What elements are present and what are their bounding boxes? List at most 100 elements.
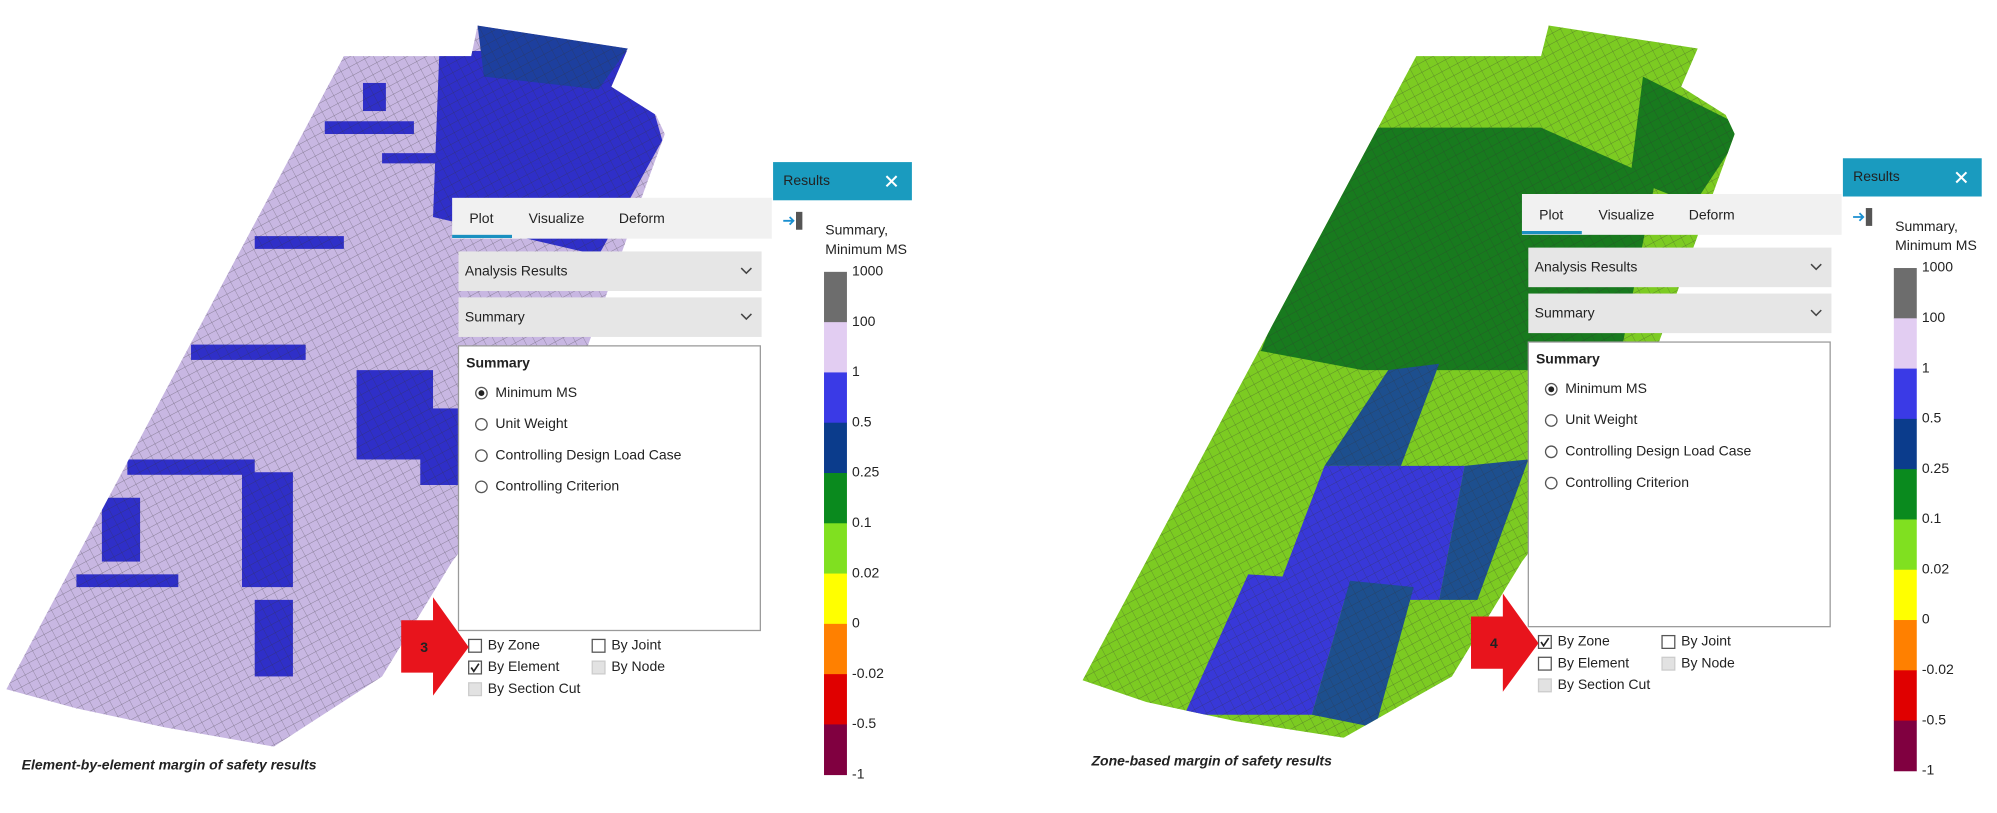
checkbox xyxy=(1661,656,1676,671)
legend-label: 0.02 xyxy=(1922,560,1949,576)
tab[interactable]: Deform xyxy=(619,210,665,226)
legend-swatch xyxy=(824,573,847,625)
step-number: 3 xyxy=(420,639,428,655)
checkbox[interactable] xyxy=(468,660,483,675)
legend-swatch xyxy=(824,472,847,524)
legend-swatch xyxy=(1893,720,1917,772)
radio-dot xyxy=(1548,386,1555,393)
checkbox-label: By Joint xyxy=(1681,633,1731,649)
step-arrow xyxy=(1471,593,1539,692)
dropdown[interactable] xyxy=(458,297,762,337)
checkbox-label: By Joint xyxy=(611,637,661,653)
legend-swatch xyxy=(1893,418,1917,470)
radio-label: Minimum MS xyxy=(1565,380,1647,396)
tab-underline xyxy=(1521,231,1582,235)
legend-swatch xyxy=(824,271,847,323)
checkbox[interactable] xyxy=(591,638,606,653)
legend-label: 1 xyxy=(1922,359,1930,375)
group-box xyxy=(1527,341,1831,628)
legend-label: 1 xyxy=(852,363,860,379)
legend-label: -0.02 xyxy=(1922,661,1954,677)
radio[interactable] xyxy=(475,449,488,463)
chevron xyxy=(740,313,752,321)
legend-swatch xyxy=(824,674,847,725)
checkbox xyxy=(1537,678,1552,693)
legend-swatch xyxy=(1893,569,1917,621)
radio-label: Minimum MS xyxy=(495,384,577,400)
dock-bar xyxy=(1865,208,1873,226)
checkbox-label: By Section Cut xyxy=(488,680,581,696)
legend-label: 0.25 xyxy=(852,464,879,480)
tab[interactable]: Plot xyxy=(469,210,493,226)
group-title: Summary xyxy=(1536,351,1600,367)
dock-icon[interactable] xyxy=(1853,212,1865,222)
step-arrow xyxy=(401,597,469,696)
legend-label: 0.5 xyxy=(1922,410,1942,426)
checkbox[interactable] xyxy=(1537,656,1552,671)
legend-label: 100 xyxy=(852,313,876,329)
legend-swatch xyxy=(1893,469,1917,520)
radio[interactable] xyxy=(1544,414,1558,427)
tab[interactable]: Visualize xyxy=(1598,206,1654,222)
results-header xyxy=(773,162,912,201)
legend-swatch xyxy=(824,322,847,373)
radio[interactable] xyxy=(475,417,488,431)
tab[interactable]: Deform xyxy=(1689,206,1735,222)
tab-underline xyxy=(452,234,512,239)
legend-swatch xyxy=(1893,368,1917,420)
group-title: Summary xyxy=(466,354,530,370)
dock-bar xyxy=(796,211,803,230)
tab-bar xyxy=(1521,193,1842,235)
radio[interactable] xyxy=(475,480,488,494)
legend-swatch xyxy=(824,724,847,776)
checkbox-label: By Section Cut xyxy=(1558,676,1651,692)
legend-label: 0 xyxy=(852,615,860,631)
legend-title: Minimum MS xyxy=(1895,237,1977,253)
panel: Plot Visualize Deform Analysis Results Summa… xyxy=(1090,158,1982,784)
chevron xyxy=(740,267,752,275)
check-mark xyxy=(470,663,480,673)
dropdown[interactable] xyxy=(1528,293,1832,334)
legend-label: -0.5 xyxy=(1922,711,1946,727)
tab[interactable]: Visualize xyxy=(529,210,585,226)
caption: Zone-based margin of safety results xyxy=(1090,753,1332,769)
radio[interactable] xyxy=(1544,476,1558,490)
dropdown[interactable] xyxy=(458,251,762,291)
close-icon[interactable] xyxy=(1955,171,1968,184)
caption: Element-by-element margin of safety resu… xyxy=(22,756,317,772)
legend-swatch xyxy=(824,372,847,424)
legend-label: -1 xyxy=(852,765,865,781)
legend-label: 100 xyxy=(1922,309,1946,325)
legend-label: 0.02 xyxy=(852,564,879,580)
legend-label: 0.5 xyxy=(852,413,872,429)
dropdown-label: Analysis Results xyxy=(1535,259,1638,275)
checkbox-label: By Zone xyxy=(488,637,540,653)
radio[interactable] xyxy=(1544,445,1558,459)
dropdown[interactable] xyxy=(1528,247,1832,288)
checkbox[interactable] xyxy=(1661,634,1676,649)
checkbox-label: By Element xyxy=(488,658,560,674)
legend-swatch xyxy=(1893,620,1917,671)
close-icon[interactable] xyxy=(885,175,898,188)
legend-swatch xyxy=(824,422,847,474)
legend-label: -0.02 xyxy=(852,665,884,681)
checkbox xyxy=(591,660,606,675)
checkbox[interactable] xyxy=(1537,634,1552,649)
legend-label: 0.25 xyxy=(1922,460,1949,476)
results-header xyxy=(1842,158,1982,197)
step-number: 4 xyxy=(1490,635,1498,651)
legend-label: 1000 xyxy=(1922,259,1953,275)
legend-title: Minimum MS xyxy=(825,241,907,257)
radio-label: Controlling Design Load Case xyxy=(495,446,681,462)
radio-label: Controlling Criterion xyxy=(1565,474,1689,490)
checkbox[interactable] xyxy=(468,638,483,653)
tab[interactable]: Plot xyxy=(1539,206,1563,222)
radio-label: Unit Weight xyxy=(1565,411,1637,427)
legend-swatch xyxy=(824,523,847,574)
checkbox-label: By Element xyxy=(1558,654,1630,670)
dock-icon[interactable] xyxy=(783,216,795,226)
dropdown-label: Analysis Results xyxy=(465,263,568,279)
radio-label: Controlling Design Load Case xyxy=(1565,443,1751,459)
